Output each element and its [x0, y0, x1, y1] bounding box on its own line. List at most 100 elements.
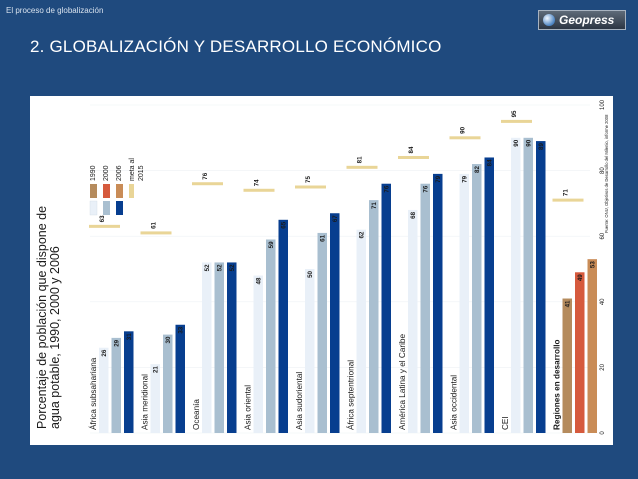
- category-label: Asia sudoriental: [295, 372, 304, 430]
- chart-title: agua potable, 1990, 2000 y 2006: [48, 246, 62, 429]
- bar-value-label: 48: [255, 277, 262, 284]
- bar-value-label: 61: [319, 234, 326, 241]
- bar: [575, 272, 585, 433]
- legend-label: 2000: [103, 165, 110, 181]
- bar-value-label: 71: [371, 202, 378, 209]
- target-marker: [192, 182, 223, 185]
- source-note: Fuente: ONU, Objetivos de Desarrollo del…: [604, 114, 609, 233]
- bar: [524, 138, 534, 433]
- bar: [202, 262, 212, 433]
- bar-value-label: 21: [152, 366, 159, 373]
- bar: [472, 164, 482, 433]
- bar: [382, 184, 392, 433]
- category-label: Oceanía: [192, 399, 201, 430]
- bar-value-label: 26: [101, 349, 108, 356]
- bar: [215, 262, 225, 433]
- chart-panel: 0 20 40 60 80 100 Porcentaje de población que …: [30, 96, 613, 445]
- target-value-label: 63: [99, 215, 106, 222]
- legend-swatch: [116, 201, 123, 215]
- category-label: Asia occidental: [450, 375, 459, 430]
- target-marker: [450, 136, 481, 139]
- target-marker: [553, 199, 584, 202]
- bar: [318, 233, 328, 433]
- bar: [227, 262, 237, 433]
- bar-value-label: 90: [513, 139, 520, 146]
- bar-value-label: 67: [332, 215, 339, 222]
- tick-label: 100: [600, 99, 606, 110]
- target-value-label: 61: [151, 221, 158, 228]
- bar-value-label: 68: [410, 211, 417, 218]
- bar-value-label: 52: [216, 264, 223, 271]
- target-value-label: 75: [305, 176, 312, 183]
- legend-swatch: [103, 184, 110, 198]
- category-label: África septentrional: [346, 360, 356, 430]
- bar-value-label: 65: [280, 221, 287, 228]
- target-marker: [501, 120, 532, 123]
- legend-swatch: [116, 184, 123, 198]
- top-bar: El proceso de globalización Geopress: [0, 0, 638, 24]
- bar: [588, 259, 598, 433]
- target-marker: [244, 189, 275, 192]
- bar: [563, 299, 573, 433]
- geopress-logo: Geopress: [538, 10, 626, 30]
- category-label: Asia oriental: [244, 385, 253, 430]
- bar-value-label: 79: [461, 175, 468, 182]
- target-value-label: 81: [357, 156, 364, 163]
- target-value-label: 95: [511, 110, 518, 117]
- target-marker: [295, 186, 326, 189]
- globe-icon: [543, 14, 555, 26]
- bar: [357, 230, 367, 433]
- bar: [279, 220, 289, 433]
- bar-value-label: 52: [229, 264, 236, 271]
- bar-value-label: 84: [486, 159, 493, 166]
- bar-value-label: 79: [435, 175, 442, 182]
- category-label: Asia meridional: [141, 374, 150, 430]
- tick-label: 0: [600, 431, 606, 435]
- bar-value-label: 30: [165, 336, 172, 343]
- bar-value-label: 82: [474, 165, 481, 172]
- bar-value-label: 49: [577, 274, 584, 281]
- bar: [151, 364, 161, 433]
- bar-value-label: 52: [204, 264, 211, 271]
- category-label: América Latina y el Caribe: [398, 334, 407, 430]
- bar-value-label: 76: [383, 185, 390, 192]
- legend-label-target: 2015: [138, 165, 145, 181]
- category-label: Regiones en desarrollo: [553, 339, 562, 430]
- bar: [369, 200, 379, 433]
- target-marker: [89, 225, 120, 228]
- bar: [536, 141, 546, 433]
- bar-value-label: 50: [307, 270, 314, 277]
- bar: [433, 174, 443, 433]
- bar-value-label: 53: [589, 261, 596, 268]
- bar-value-label: 59: [268, 241, 275, 248]
- slide-title: 2. GLOBALIZACIÓN Y DESARROLLO ECONÓMICO: [30, 37, 442, 57]
- legend-swatch: [103, 201, 110, 215]
- presentation-caption: El proceso de globalización: [6, 6, 103, 15]
- bar-value-label: 62: [358, 231, 365, 238]
- legend-label-target: meta al: [129, 158, 136, 181]
- tick-label: 20: [600, 363, 606, 370]
- water-access-chart: 0 20 40 60 80 100 Porcentaje de población que …: [30, 96, 613, 445]
- target-value-label: 76: [202, 172, 209, 179]
- bar-value-label: 33: [177, 326, 184, 333]
- target-marker: [398, 156, 429, 159]
- target-value-label: 71: [563, 189, 570, 196]
- bar: [163, 335, 173, 433]
- bar-value-label: 41: [564, 300, 571, 307]
- bar-value-label: 89: [538, 143, 545, 150]
- bar: [99, 348, 109, 433]
- target-marker: [347, 166, 378, 169]
- bar: [305, 269, 315, 433]
- target-value-label: 74: [254, 179, 261, 186]
- bar-value-label: 31: [126, 333, 133, 340]
- bar: [460, 174, 470, 433]
- legend-swatch: [90, 201, 97, 215]
- tick-label: 40: [600, 298, 606, 305]
- legend-swatch-target: [129, 184, 134, 198]
- target-marker: [141, 231, 172, 234]
- bar-value-label: 29: [113, 339, 120, 346]
- legend-swatch: [90, 184, 97, 198]
- bar-value-label: 76: [422, 185, 429, 192]
- legend-label: 2006: [116, 165, 123, 181]
- chart-rotated-group: 0 20 40 60 80 100 Porcentaje de población que …: [35, 99, 609, 434]
